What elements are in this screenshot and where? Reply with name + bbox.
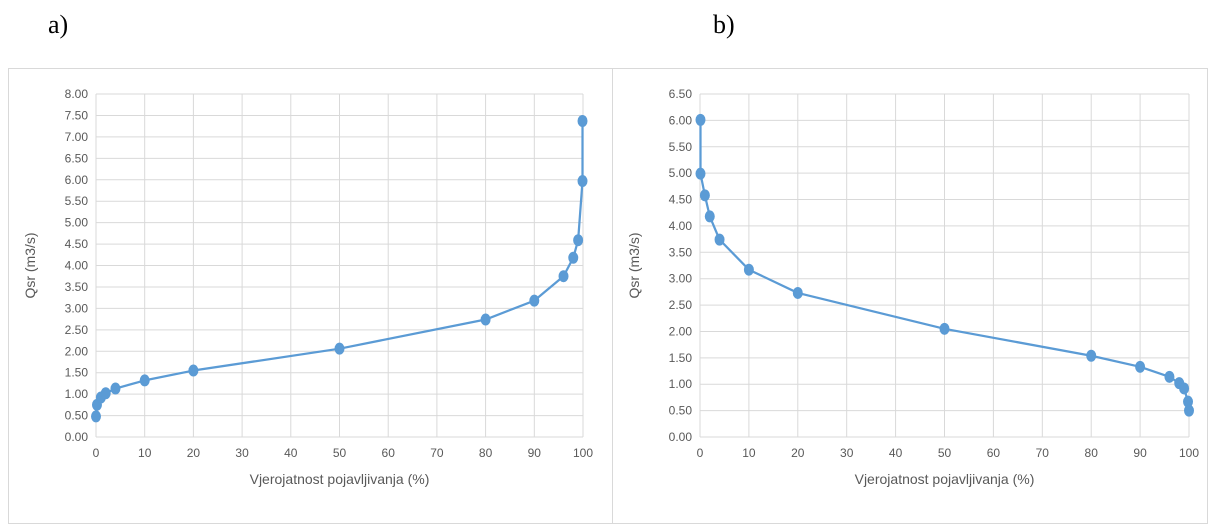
y-tick-label: 0.50 [669,404,693,418]
data-point [1179,382,1190,395]
y-tick-label: 2.00 [669,324,693,338]
y-tick-label: 5.00 [65,216,89,230]
panel-label-a: a) [48,10,69,39]
x-tick-label: 20 [187,446,201,460]
y-tick-label: 0.00 [669,430,693,444]
data-point [1164,370,1175,383]
y-tick-label: 3.00 [65,301,89,315]
data-point [792,286,803,299]
chart-a: 0.00 0.50 1.00 1.50 2.00 2.50 3.00 3.50 4.00 4.50… [22,87,593,487]
chart-b-container: 0.00 0.50 1.00 1.50 2.00 2.50 3.00 3.50 4.00 4.50… [612,68,1208,524]
data-point [1086,349,1097,362]
y-tick-label: 4.50 [65,237,89,251]
data-point [695,167,706,180]
x-axis-title: Vjerojatnost pojavljivanja (%) [250,471,430,487]
y-tick-label: 1.50 [669,351,693,365]
y-tick-label: 3.50 [65,280,89,294]
y-tick-label: 6.50 [669,87,693,101]
y-tick-label: 6.50 [65,151,89,165]
x-tick-label: 70 [1036,446,1050,460]
x-tick-label: 60 [987,446,1001,460]
x-tick-label: 70 [430,446,444,460]
data-point [714,233,725,246]
y-tick-label: 2.50 [65,323,89,337]
y-tick-label: 0.00 [65,430,89,444]
y-tick-label: 8.00 [65,87,89,101]
x-tick-label: 50 [938,446,952,460]
x-tick-label: 50 [333,446,347,460]
x-axis-title: Vjerojatnost pojavljivanja (%) [855,471,1035,487]
data-point [699,189,710,202]
x-tick-label: 60 [382,446,396,460]
y-tick-label: 1.00 [65,387,89,401]
data-point [110,382,121,395]
data-point [704,210,715,223]
data-point [1184,404,1194,417]
y-axis-title: Qsr (m3/s) [626,232,642,298]
y-tick-label: 2.00 [65,344,89,358]
y-tick-label: 1.00 [669,377,693,391]
chart-b: 0.00 0.50 1.00 1.50 2.00 2.50 3.00 3.50 4.00 4.50… [626,87,1199,487]
data-point [743,263,754,276]
data-point [1135,360,1146,373]
data-point [573,234,584,247]
panel-label-b: b) [713,10,735,39]
data-point [100,387,111,400]
y-tick-label: 7.00 [65,130,89,144]
y-tick-label: 2.50 [669,298,693,312]
y-tick-label: 6.00 [65,173,89,187]
data-point [91,410,101,423]
data-point [188,364,199,377]
x-tick-label: 30 [235,446,249,460]
y-tick-label: 3.00 [669,272,693,286]
x-tick-label: 100 [573,446,593,460]
x-tick-label: 20 [791,446,805,460]
x-tick-label: 100 [1179,446,1199,460]
data-point [577,115,588,128]
data-point [939,322,950,335]
x-tick-label: 80 [479,446,493,460]
y-axis-title: Qsr (m3/s) [22,232,38,298]
data-point [334,342,345,355]
x-tick-label: 0 [93,446,100,460]
data-point [558,270,569,283]
y-tick-label: 4.00 [669,219,693,233]
y-tick-label: 7.50 [65,108,89,122]
y-tick-label: 4.50 [669,193,693,207]
y-tick-label: 6.00 [669,113,693,127]
x-tick-label: 0 [697,446,704,460]
y-tick-label: 5.50 [65,194,89,208]
y-tick-label: 0.50 [65,409,89,423]
x-tick-label: 30 [840,446,854,460]
data-point [577,175,588,188]
y-tick-label: 5.50 [669,140,693,154]
x-tick-label: 40 [889,446,903,460]
data-point [529,294,540,307]
x-tick-label: 10 [742,446,756,460]
y-tick-label: 5.00 [669,166,693,180]
y-tick-label: 4.00 [65,259,89,273]
x-tick-label: 90 [528,446,542,460]
chart-a-container: 0.00 0.50 1.00 1.50 2.00 2.50 3.00 3.50 4.00 4.50… [8,68,613,524]
x-tick-label: 80 [1085,446,1099,460]
data-point [695,113,706,126]
x-tick-label: 10 [138,446,152,460]
x-tick-label: 90 [1133,446,1147,460]
y-tick-label: 3.50 [669,245,693,259]
x-tick-label: 40 [284,446,298,460]
y-tick-label: 1.50 [65,366,89,380]
data-point [139,374,150,387]
data-point [480,313,491,326]
data-point [568,251,579,264]
